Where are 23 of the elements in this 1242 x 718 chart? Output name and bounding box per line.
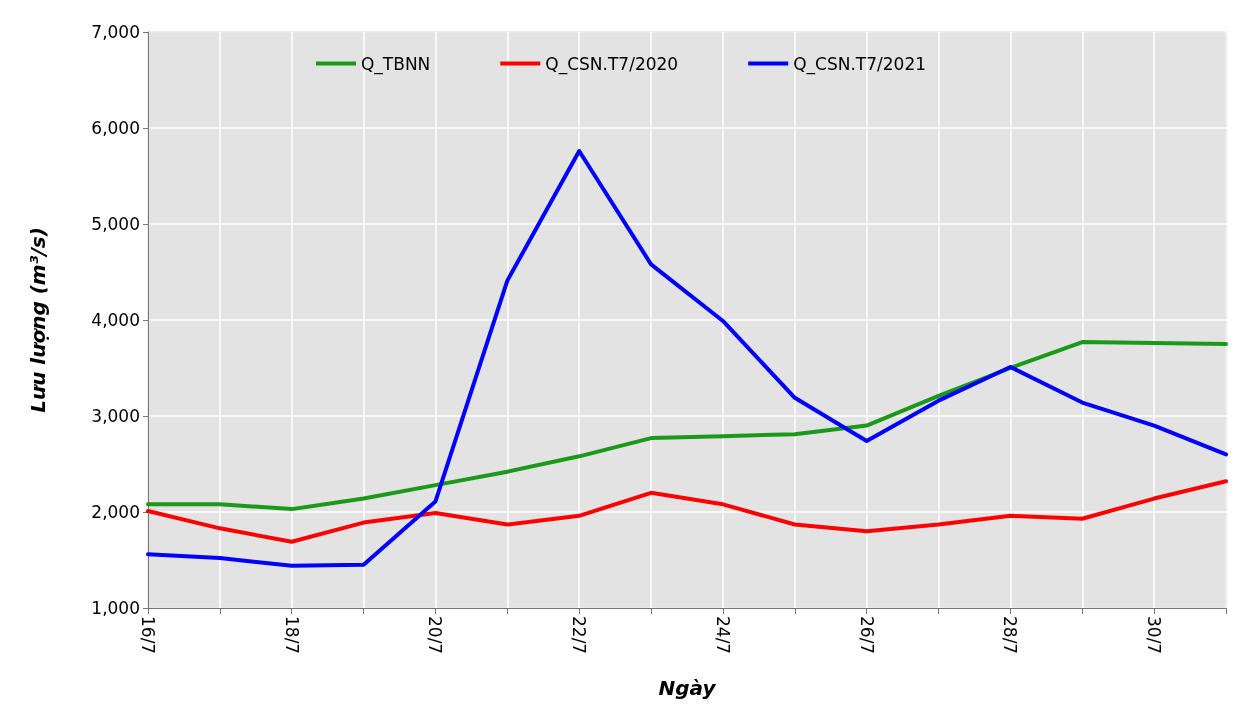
y-tick-label: 3,000	[91, 406, 140, 426]
x-tick-label: 20/7	[425, 616, 446, 655]
x-tick-label: 16/7	[138, 616, 158, 655]
line-series	[146, 149, 1228, 568]
y-tick-label: 5,000	[91, 214, 140, 234]
legend-label: Q_CSN.T7/2020	[545, 53, 679, 75]
y-tick-label: 6,000	[91, 118, 140, 138]
line-series	[146, 340, 1228, 512]
y-axis-title: Lưu lượng (m³/s)	[26, 227, 50, 413]
x-tick-label: 18/7	[281, 616, 302, 655]
legend-label: Q_TBNN	[360, 53, 431, 75]
x-tick-label: 28/7	[1000, 616, 1021, 655]
legend-label: Q_CSN.T7/2021	[793, 53, 927, 75]
x-tick-label: 22/7	[569, 616, 590, 655]
y-tick-label: 4,000	[91, 310, 140, 330]
y-tick-label: 1,000	[91, 598, 140, 618]
y-tick-label: 2,000	[91, 502, 140, 522]
line-series	[146, 479, 1228, 544]
x-axis-title: Ngày	[658, 676, 717, 700]
x-tick-label: 26/7	[856, 616, 877, 655]
x-tick-label: 24/7	[712, 616, 733, 655]
x-tick-label: 30/7	[1144, 616, 1165, 655]
y-tick-label: 7,000	[91, 22, 140, 42]
